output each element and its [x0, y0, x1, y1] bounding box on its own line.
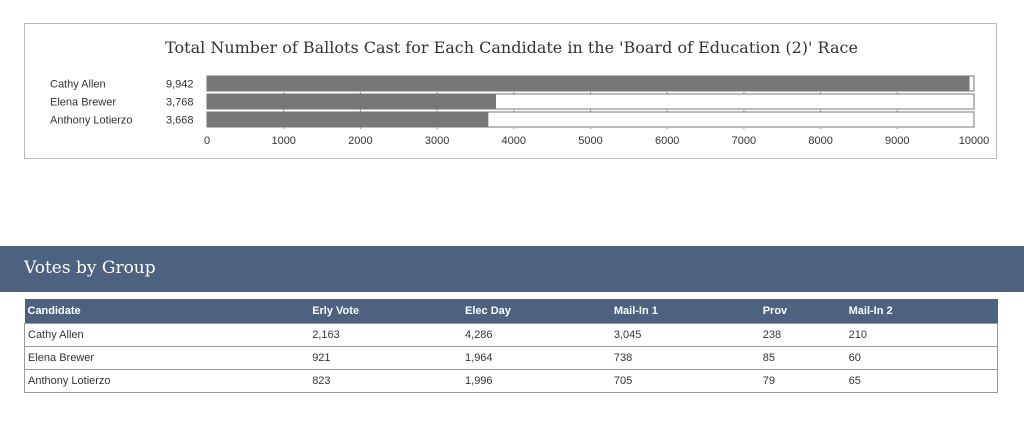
- table-cell: 705: [610, 369, 760, 393]
- table-cell: 1,996: [462, 369, 611, 393]
- value-label: 3,768: [166, 97, 194, 109]
- column-header: Erly Vote: [312, 305, 360, 317]
- table-row: Elena Brewer 921 1,964 738 85 60: [24, 346, 998, 370]
- chart-panel: Total Number of Ballots Cast for Each Ca…: [24, 23, 997, 159]
- votes-by-group-header: Votes by Group: [0, 246, 1024, 292]
- bar: [207, 112, 489, 127]
- column-header: Mail-In 2: [848, 305, 893, 317]
- table-cell: 738: [610, 346, 760, 370]
- tick-label: 4000: [502, 135, 526, 147]
- chart-title: Total Number of Ballots Cast for Each Ca…: [165, 38, 858, 57]
- section-title: Votes by Group: [24, 258, 156, 278]
- tick-label: 8000: [808, 135, 832, 147]
- table-cell: 79: [759, 369, 846, 393]
- column-header: Prov: [762, 305, 788, 317]
- bar-chart: Cathy Allen 9,942 Elena Brewer 3,768 Anthony…: [50, 75, 990, 147]
- table-row: Cathy Allen 2,163 4,286 3,045 238 210: [24, 323, 998, 347]
- table-cell: 823: [309, 369, 463, 393]
- tick-label: 0: [204, 135, 210, 147]
- table-cell: Elena Brewer: [24, 346, 310, 370]
- table-cell: 65: [845, 369, 998, 393]
- table-cell: 210: [845, 323, 998, 347]
- bar: [207, 94, 497, 109]
- table-cell: 85: [759, 346, 846, 370]
- tick-label: 10000: [959, 135, 990, 147]
- table-cell: 60: [845, 346, 998, 370]
- tick-label: 7000: [732, 135, 756, 147]
- tick-label: 1000: [271, 135, 295, 147]
- tick-label: 9000: [885, 135, 909, 147]
- category-label: Anthony Lotierzo: [50, 115, 133, 127]
- bar: [207, 76, 970, 91]
- table-header-row: Candidate Erly Vote Elec Day Mail-In 1 P…: [24, 299, 998, 324]
- category-label: Cathy Allen: [50, 79, 106, 91]
- table-cell: Cathy Allen: [24, 323, 310, 347]
- tick-label: 5000: [578, 135, 602, 147]
- value-label: 3,668: [166, 115, 194, 127]
- tick-label: 2000: [348, 135, 372, 147]
- tick-label: 6000: [655, 135, 679, 147]
- table-cell: 4,286: [462, 323, 611, 347]
- table-cell: 2,163: [309, 323, 463, 347]
- value-label: 9,942: [166, 79, 194, 91]
- column-header: Mail-In 1: [613, 305, 658, 317]
- column-header: Candidate: [27, 305, 81, 317]
- table-cell: 1,964: [462, 346, 611, 370]
- tick-label: 3000: [425, 135, 449, 147]
- category-label: Elena Brewer: [50, 97, 116, 109]
- table-cell: 3,045: [610, 323, 760, 347]
- table-cell: 238: [759, 323, 846, 347]
- column-header: Elec Day: [465, 305, 511, 317]
- votes-table: Candidate Erly Vote Elec Day Mail-In 1 P…: [24, 299, 998, 393]
- table-row: Anthony Lotierzo 823 1,996 705 79 65: [24, 369, 998, 393]
- table-cell: 921: [309, 346, 463, 370]
- table-cell: Anthony Lotierzo: [24, 369, 310, 393]
- votes-table-container: Candidate Erly Vote Elec Day Mail-In 1 P…: [24, 299, 998, 393]
